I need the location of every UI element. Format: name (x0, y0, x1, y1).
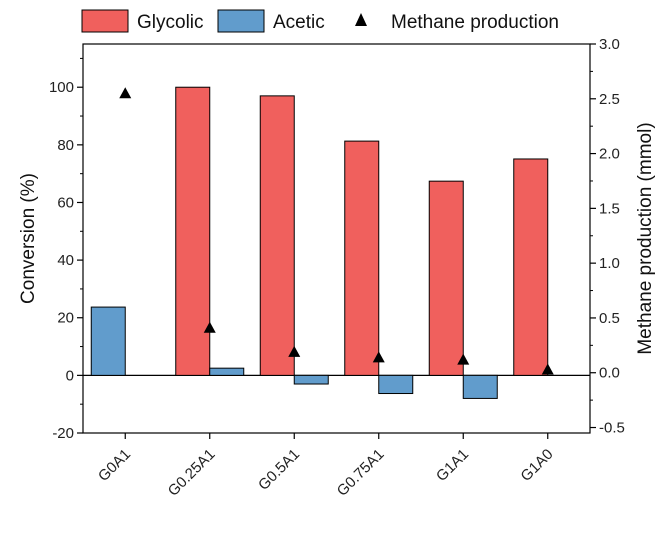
y2-tick-label: 2.0 (599, 146, 620, 163)
bar-acetic (293, 374, 329, 385)
y-tick-label: 80 (57, 137, 74, 154)
x-tick-label: G0.75A1 (334, 446, 388, 500)
x-tick-label: G1A1 (433, 446, 472, 485)
bar-acetic (209, 367, 245, 376)
legend-swatch-glycolic (81, 9, 129, 33)
y-tick-label: 40 (57, 252, 74, 269)
y2-tick-label: 2.5 (599, 91, 620, 108)
bar-glycolic (259, 95, 295, 376)
y-tick-label: 60 (57, 194, 74, 211)
y2-tick-label: -0.5 (599, 420, 625, 437)
bar-acetic (90, 306, 126, 376)
y2-tick-label: 1.5 (599, 200, 620, 217)
y-tick-label: 0 (66, 367, 74, 384)
legend-label-acetic: Acetic (273, 12, 325, 33)
x-tick-label: G0.5A1 (255, 446, 303, 494)
point-methane (457, 353, 470, 365)
point-methane (119, 87, 132, 99)
point-methane (288, 345, 301, 357)
bar-glycolic (513, 158, 549, 376)
plot-frame (82, 43, 591, 434)
x-tick-label: G1A0 (517, 446, 556, 485)
y-tick-label: 20 (57, 310, 74, 327)
y2-tick-label: 0.0 (599, 365, 620, 382)
y2-tick-label: 0.5 (599, 310, 620, 327)
bar-acetic (462, 374, 498, 399)
bar-acetic (378, 374, 414, 395)
y2-tick-label: 1.0 (599, 255, 620, 272)
y-axis-title: Conversion (%) (18, 173, 39, 304)
legend-swatch-acetic (217, 9, 265, 33)
y-tick-label: 100 (49, 79, 74, 96)
legend-label-glycolic: Glycolic (137, 12, 204, 33)
point-methane (372, 351, 385, 363)
x-tick-label: G0A1 (95, 446, 134, 485)
bar-glycolic (428, 180, 464, 376)
y2-axis-title: Methane production (mmol) (635, 122, 656, 354)
y2-tick-label: 3.0 (599, 36, 620, 53)
x-tick-label: G0.25A1 (165, 446, 219, 500)
bar-glycolic (344, 140, 380, 376)
y-tick-label: -20 (52, 425, 74, 442)
legend-marker-methane (355, 13, 367, 26)
bar-glycolic (175, 86, 211, 376)
legend-label-methane: Methane production (391, 12, 559, 33)
point-methane (203, 321, 216, 333)
point-methane (541, 363, 554, 375)
